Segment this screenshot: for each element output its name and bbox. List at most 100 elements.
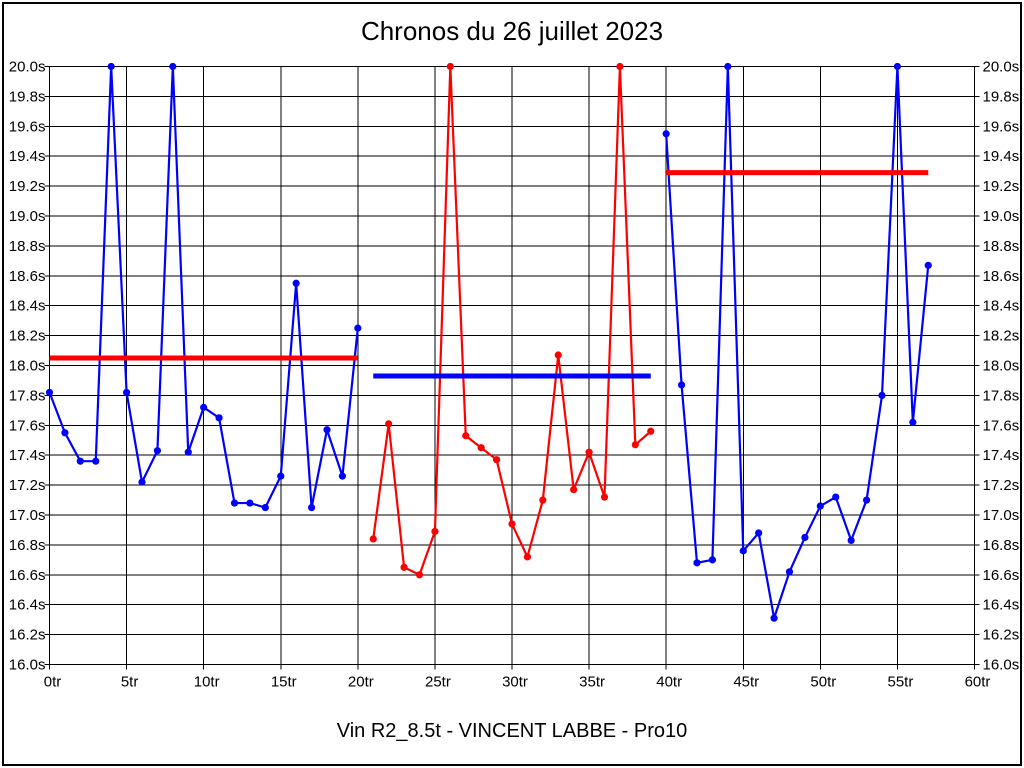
- y-tick-label: 16.8s: [9, 537, 46, 554]
- x-tick-label: 5tr: [121, 674, 139, 691]
- x-tick-label: 35tr: [579, 674, 605, 691]
- y-tick-label: 16.8s: [983, 537, 1020, 554]
- y-tick-label: 18.2s: [983, 328, 1020, 345]
- series-markers-stint-3-blue: [662, 62, 932, 622]
- data-point: [924, 261, 932, 269]
- y-tick-label: 18.4s: [983, 298, 1020, 315]
- x-tick-label: 15tr: [271, 674, 297, 691]
- y-tick-label: 19.6s: [983, 118, 1020, 135]
- y-tick-label: 17.0s: [983, 507, 1020, 524]
- data-point: [385, 420, 393, 428]
- x-tick-label: 60tr: [965, 674, 991, 691]
- data-point: [693, 559, 701, 567]
- chart-footer-caption: Vin R2_8.5t - VINCENT LABBE - Pro10: [336, 720, 688, 742]
- data-point: [631, 441, 639, 449]
- y-tick-label: 18.6s: [9, 268, 46, 285]
- data-point: [492, 456, 501, 464]
- x-tick-label: 40tr: [656, 674, 682, 691]
- data-point: [708, 556, 717, 564]
- y-tick-label: 18.0s: [9, 358, 46, 375]
- y-axis-labels-right: 16.0s 16.2s 16.4s 16.6s 16.8s 17.0s 17.2s 17.4s…: [983, 59, 1020, 674]
- data-point: [153, 447, 162, 455]
- data-point: [616, 62, 624, 71]
- y-tick-label: 16.6s: [983, 567, 1020, 584]
- y-tick-label: 19.0s: [983, 208, 1020, 225]
- data-point: [277, 472, 285, 480]
- data-point: [338, 472, 347, 480]
- y-tick-label: 17.4s: [9, 447, 46, 464]
- data-point: [400, 563, 408, 571]
- data-point: [523, 553, 532, 561]
- x-tick-label: 25tr: [425, 674, 451, 691]
- data-point: [662, 130, 670, 138]
- data-point: [446, 62, 454, 71]
- data-point: [369, 535, 377, 543]
- data-point: [354, 324, 362, 332]
- data-point: [647, 427, 655, 435]
- data-point: [169, 62, 177, 71]
- data-point: [801, 533, 809, 542]
- data-point: [45, 388, 54, 397]
- data-point: [292, 279, 300, 287]
- series-line-stint-3-blue: [665, 65, 930, 620]
- data-point: [76, 457, 84, 465]
- y-tick-label: 19.0s: [9, 208, 46, 225]
- y-tick-label: 19.8s: [983, 88, 1020, 105]
- data-point: [770, 614, 778, 622]
- x-tick-label: 55tr: [887, 674, 913, 691]
- y-tick-label: 16.2s: [983, 627, 1020, 644]
- y-tick-label: 17.4s: [983, 447, 1020, 464]
- data-point: [61, 429, 69, 437]
- data-point: [215, 414, 223, 422]
- x-tick-label: 30tr: [502, 674, 528, 691]
- y-tick-label: 18.2s: [9, 328, 46, 345]
- y-axis-labels-left: 16.0s 16.2s 16.4s 16.6s 16.8s 17.0s 17.2s 17.4s…: [9, 59, 46, 674]
- y-tick-label: 17.2s: [9, 477, 46, 494]
- x-tick-label: 0tr: [44, 674, 62, 691]
- data-point: [847, 536, 855, 545]
- data-point: [585, 448, 593, 456]
- data-point: [477, 444, 485, 452]
- y-tick-label: 18.6s: [983, 268, 1020, 285]
- data-point: [415, 571, 424, 579]
- series-markers-stint-2-red: [369, 62, 655, 579]
- y-tick-label: 16.4s: [983, 597, 1020, 614]
- series-markers-stint-1-blue: [45, 62, 362, 512]
- data-point: [508, 520, 516, 528]
- data-point: [138, 478, 146, 486]
- y-tick-label: 16.4s: [9, 597, 46, 614]
- series-path-stint-3-blue: [665, 65, 930, 620]
- y-tick-label: 16.2s: [9, 627, 46, 644]
- x-tick-label: 20tr: [348, 674, 374, 691]
- data-point: [107, 62, 115, 71]
- y-tick-label: 18.8s: [9, 238, 46, 255]
- data-point: [200, 403, 208, 411]
- data-point: [230, 499, 239, 507]
- y-tick-label: 16.0s: [9, 657, 46, 674]
- data-point: [816, 502, 824, 510]
- y-tick-label: 20.0s: [9, 59, 46, 76]
- data-point: [862, 496, 871, 504]
- data-point: [832, 493, 840, 501]
- y-tick-label: 19.6s: [9, 118, 46, 135]
- y-tick-label: 20.0s: [983, 59, 1020, 76]
- x-axis-labels: 0tr 5tr 10tr 15tr 20tr 25tr 30tr 35tr 40tr 45tr 50…: [44, 674, 991, 691]
- data-point: [600, 493, 609, 501]
- data-point: [739, 547, 747, 555]
- y-tick-label: 16.6s: [9, 567, 46, 584]
- y-tick-label: 19.4s: [983, 148, 1020, 165]
- data-point: [431, 527, 439, 536]
- data-point: [539, 496, 547, 504]
- data-point: [184, 448, 192, 456]
- y-tick-label: 17.0s: [9, 507, 46, 524]
- y-tick-label: 17.2s: [983, 477, 1020, 494]
- x-tick-label: 45tr: [733, 674, 759, 691]
- x-tick-label: 10tr: [194, 674, 220, 691]
- stint-average-lines: [49, 170, 929, 379]
- y-tick-label: 17.6s: [9, 417, 46, 434]
- y-tick-label: 18.0s: [983, 358, 1020, 375]
- chart-title: Chronos du 26 juillet 2023: [360, 16, 664, 46]
- data-point: [677, 381, 686, 389]
- y-tick-label: 18.4s: [9, 298, 46, 315]
